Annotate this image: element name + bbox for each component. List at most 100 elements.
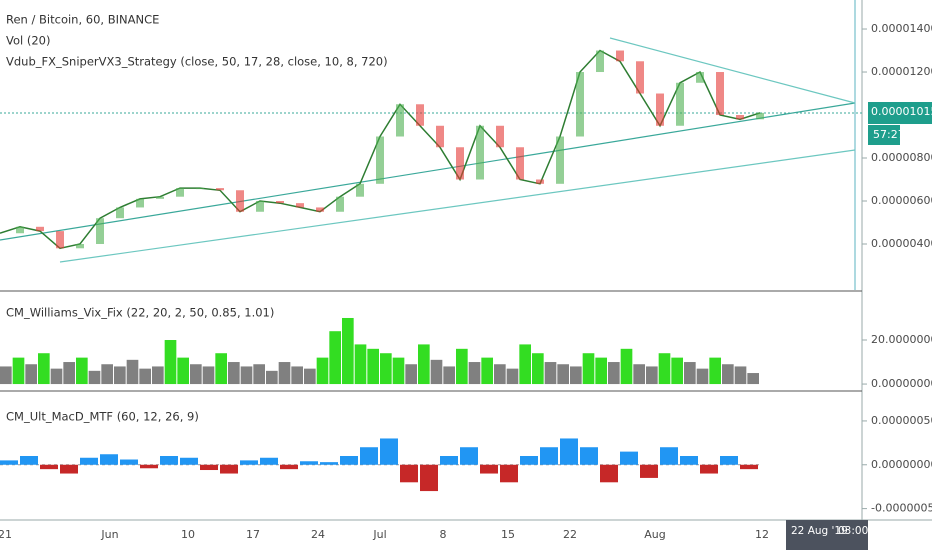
vix-bar xyxy=(684,362,696,385)
candle xyxy=(496,125,504,148)
candle xyxy=(396,104,404,137)
vix-bar xyxy=(734,366,747,385)
y-tick-label: 20.00000000 xyxy=(871,333,932,346)
macd-bar xyxy=(500,464,518,483)
vix-bar xyxy=(164,340,177,385)
candle xyxy=(516,147,524,180)
candle xyxy=(156,196,164,199)
vix-bar xyxy=(532,353,544,385)
vix-bar xyxy=(544,362,557,385)
y-tick-label: 0.00000000 xyxy=(871,377,932,390)
macd-bar xyxy=(300,461,318,465)
vix-bar xyxy=(354,344,367,385)
vix-bar xyxy=(633,364,645,385)
candle xyxy=(196,188,204,190)
macd-bar xyxy=(200,464,218,471)
candle xyxy=(656,93,664,126)
y-tick-label: 0.00001200 xyxy=(871,65,932,78)
macd-bar xyxy=(220,464,238,474)
vix-bar xyxy=(481,357,493,385)
macd-bar xyxy=(520,456,538,465)
macd-bar xyxy=(660,447,678,465)
candle xyxy=(176,188,184,197)
macd-bar xyxy=(120,459,138,465)
macd-bar xyxy=(740,464,758,470)
trendline xyxy=(609,37,856,104)
price-line xyxy=(0,49,761,250)
macd-bar xyxy=(540,447,558,465)
countdown-box xyxy=(868,125,900,145)
candle xyxy=(216,188,224,191)
macd-bar xyxy=(420,464,438,492)
symbol-legend: Ren / Bitcoin, 60, BINANCE xyxy=(6,13,159,27)
trendline xyxy=(59,149,856,263)
macd-bar xyxy=(720,456,738,465)
vix-bar xyxy=(278,362,291,385)
vix-bar xyxy=(342,317,354,385)
candle xyxy=(716,72,724,116)
y-tick-label: 0.00000000 xyxy=(871,458,932,471)
price-label-box xyxy=(868,102,932,124)
vix-bar xyxy=(152,366,164,385)
vix-bar xyxy=(696,368,709,385)
vix-bar xyxy=(367,348,379,385)
cursor-time: 03:00 xyxy=(838,525,868,537)
macd-bar xyxy=(360,447,378,465)
vix-bar xyxy=(557,364,569,385)
y-tick-label: -0.00000050 xyxy=(871,502,932,515)
macd-bar xyxy=(260,457,278,465)
candle xyxy=(56,231,64,249)
vix-bar xyxy=(76,357,88,385)
macd-bar xyxy=(380,438,398,465)
candle xyxy=(556,136,564,184)
vix-bar xyxy=(608,362,620,385)
macd-bar xyxy=(620,451,638,465)
candle xyxy=(476,125,484,180)
macd-bar xyxy=(180,457,198,465)
vix-bar xyxy=(215,353,227,385)
candle xyxy=(276,201,284,204)
trendline xyxy=(0,102,856,241)
vix-bar xyxy=(405,364,417,385)
candle xyxy=(756,112,764,120)
candle xyxy=(96,218,104,244)
candle xyxy=(536,179,544,184)
candle xyxy=(256,201,264,212)
x-tick-label: 15 xyxy=(501,528,515,541)
vix-bar xyxy=(456,348,468,385)
macd-bar xyxy=(60,464,78,474)
vix-bar xyxy=(722,364,734,385)
x-tick-label: 22 xyxy=(563,528,577,541)
vix-bar xyxy=(190,364,202,385)
vix-bar xyxy=(12,357,25,385)
vix-bar xyxy=(468,362,481,385)
candle xyxy=(376,136,384,184)
vix-bar xyxy=(595,357,607,385)
vix-bar xyxy=(240,366,253,385)
macd-bar xyxy=(0,460,18,465)
macd-bar xyxy=(680,456,698,465)
vix-bar xyxy=(253,364,265,385)
x-tick-label: 12 xyxy=(755,528,769,541)
x-tick-label: 24 xyxy=(311,528,325,541)
price-label: 0.00001015 xyxy=(871,105,932,118)
y-tick-label: 0.00000600 xyxy=(871,194,932,207)
macd-bar xyxy=(700,464,718,474)
candle xyxy=(616,50,624,62)
vix-bar xyxy=(506,368,519,385)
macd-bar xyxy=(440,456,458,465)
candle xyxy=(16,226,24,234)
x-tick-label: Aug xyxy=(644,528,665,541)
y-tick-label: 0.00000800 xyxy=(871,151,932,164)
macd-bar xyxy=(340,456,358,465)
vix-bar xyxy=(126,359,139,385)
candle xyxy=(416,104,424,126)
vix-bar xyxy=(392,357,405,385)
y-tick-label: 0.00000050 xyxy=(871,414,932,427)
candle xyxy=(236,190,244,212)
macd-bar xyxy=(580,447,598,465)
vix-bar xyxy=(620,348,633,385)
vix-bar xyxy=(50,368,63,385)
y-tick-label: 0.00001400 xyxy=(871,22,932,35)
